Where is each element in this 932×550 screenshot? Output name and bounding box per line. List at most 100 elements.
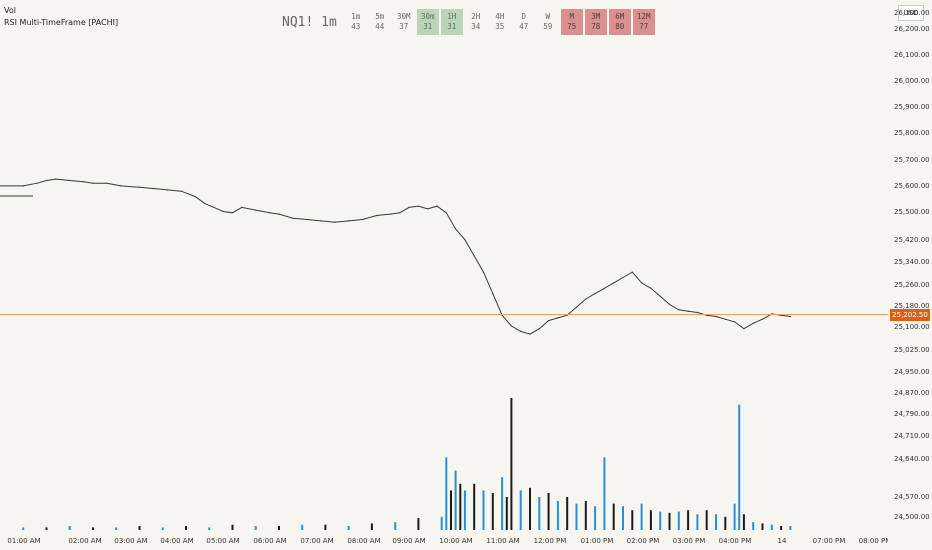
volume-bar <box>501 477 504 530</box>
rsi-cell-d: D 47 <box>513 9 535 35</box>
rsi-cell-3m: 3M 78 <box>584 9 607 35</box>
rsi-value: 78 <box>591 22 601 31</box>
price-point <box>538 328 540 330</box>
price-point <box>734 321 736 323</box>
time-tick-label: 01:00 PM <box>580 537 614 545</box>
time-tick-label: 04:00 AM <box>160 537 194 545</box>
volume-bar <box>529 487 531 530</box>
rsi-value: 44 <box>375 22 385 31</box>
chart-area[interactable]: Vol RSI Multi-TimeFrame [PACHI] NQ1! 1m … <box>0 0 891 550</box>
time-tick-label: 03:00 AM <box>114 537 148 545</box>
volume-bar <box>440 516 443 530</box>
price-point <box>45 179 48 182</box>
price-tick-label: 24,710.00 <box>894 432 930 440</box>
volume-bar <box>603 457 606 530</box>
rsi-multi-timeframe-table: NQ1! 1m 1m 43 5m 44 30M 37 30m 31 1H 31 2H 34 4H 35 D 4… <box>282 9 657 35</box>
volume-bar <box>482 490 485 530</box>
rsi-timeframe-label: D <box>521 12 527 21</box>
price-point <box>194 196 196 198</box>
price-point <box>255 209 257 211</box>
volume-bar <box>459 483 462 530</box>
rsi-value: 43 <box>351 22 361 31</box>
rsi-cell-m: M 75 <box>560 9 583 35</box>
price-point <box>152 187 154 190</box>
rsi-cell-6m: 6M 80 <box>608 9 631 35</box>
volume-bar <box>347 526 350 530</box>
price-point <box>292 217 294 219</box>
price-point <box>36 182 38 184</box>
currency-button[interactable]: USD <box>898 5 924 21</box>
price-tick-label: 25,700.00 <box>894 156 930 164</box>
price-point <box>557 317 559 319</box>
price-axis[interactable]: USD 26,300.00 26,200.00 26,100.00 26,000.00… <box>888 0 932 550</box>
price-point <box>241 206 243 208</box>
time-tick-label: 02:00 AM <box>68 537 102 545</box>
price-point <box>166 189 168 191</box>
price-volume-chart[interactable] <box>0 0 888 550</box>
price-tick-label: 26,100.00 <box>894 51 930 59</box>
price-point <box>575 306 578 308</box>
volume-indicator-label[interactable]: Vol <box>4 6 16 15</box>
price-tick-label: 24,500.00 <box>894 513 930 521</box>
price-point <box>613 282 615 284</box>
price-point <box>427 208 429 210</box>
price-point <box>376 214 378 217</box>
volume-bar <box>505 497 508 530</box>
rsi-value: 80 <box>615 22 625 31</box>
price-point <box>548 320 550 322</box>
volume-bar <box>519 490 522 530</box>
price-point <box>399 212 401 214</box>
price-point <box>678 309 680 311</box>
price-point <box>641 282 643 284</box>
volume-bar <box>547 493 550 530</box>
price-tick-label: 25,260.00 <box>894 281 930 289</box>
price-point <box>417 205 419 207</box>
rsi-timeframe-label: 2H <box>471 12 481 21</box>
price-series <box>0 178 792 335</box>
volume-bar <box>185 526 187 530</box>
rsi-cell-4h: 4H 35 <box>489 9 511 35</box>
price-point <box>492 293 494 295</box>
time-tick-label: 07:00 PM <box>812 537 846 545</box>
price-point <box>138 186 141 188</box>
price-point <box>473 255 475 257</box>
price-point <box>715 315 717 318</box>
volume-bar <box>324 524 327 530</box>
rsi-value: 31 <box>447 22 457 31</box>
rsi-cell-2h: 2H 34 <box>465 9 487 35</box>
volume-bar <box>278 526 280 530</box>
volume-bar <box>138 526 141 530</box>
volume-bar <box>770 524 773 530</box>
price-point <box>585 298 587 300</box>
price-tick-label: 25,800.00 <box>894 129 930 137</box>
price-tick-label: 25,340.00 <box>894 258 930 266</box>
price-point <box>83 181 85 183</box>
price-point <box>269 212 271 214</box>
volume-bar <box>473 483 476 530</box>
volume-bar <box>538 497 541 530</box>
price-line <box>0 178 791 335</box>
symbol-label: NQ1! 1m <box>282 14 337 30</box>
price-point <box>455 228 457 230</box>
price-point <box>408 206 410 208</box>
price-point <box>120 185 122 187</box>
volume-bar <box>68 526 71 530</box>
rsi-indicator-label[interactable]: RSI Multi-TimeFrame [PACHI] <box>4 18 119 27</box>
volume-bar <box>450 490 452 530</box>
rsi-cell-30m: 30M 37 <box>393 9 415 35</box>
time-tick-label: 11:00 AM <box>486 537 520 545</box>
rsi-timeframe-label: 12M <box>637 12 651 21</box>
price-tick-label: 26,300.00 <box>894 9 930 17</box>
rsi-timeframe-label: 5m <box>375 12 385 21</box>
rsi-value: 47 <box>519 22 529 31</box>
time-tick-label: 02:00 PM <box>626 537 660 545</box>
price-point <box>464 239 466 241</box>
volume-bar <box>161 527 164 530</box>
volume-bar <box>394 522 397 530</box>
rsi-value: 31 <box>423 22 433 31</box>
volume-bar <box>733 503 736 530</box>
rsi-cell-1m: 1m 43 <box>345 9 367 35</box>
volume-bar <box>301 524 304 530</box>
rsi-timeframe-label: M <box>569 12 575 21</box>
price-tick-label: 24,950.00 <box>894 368 930 376</box>
